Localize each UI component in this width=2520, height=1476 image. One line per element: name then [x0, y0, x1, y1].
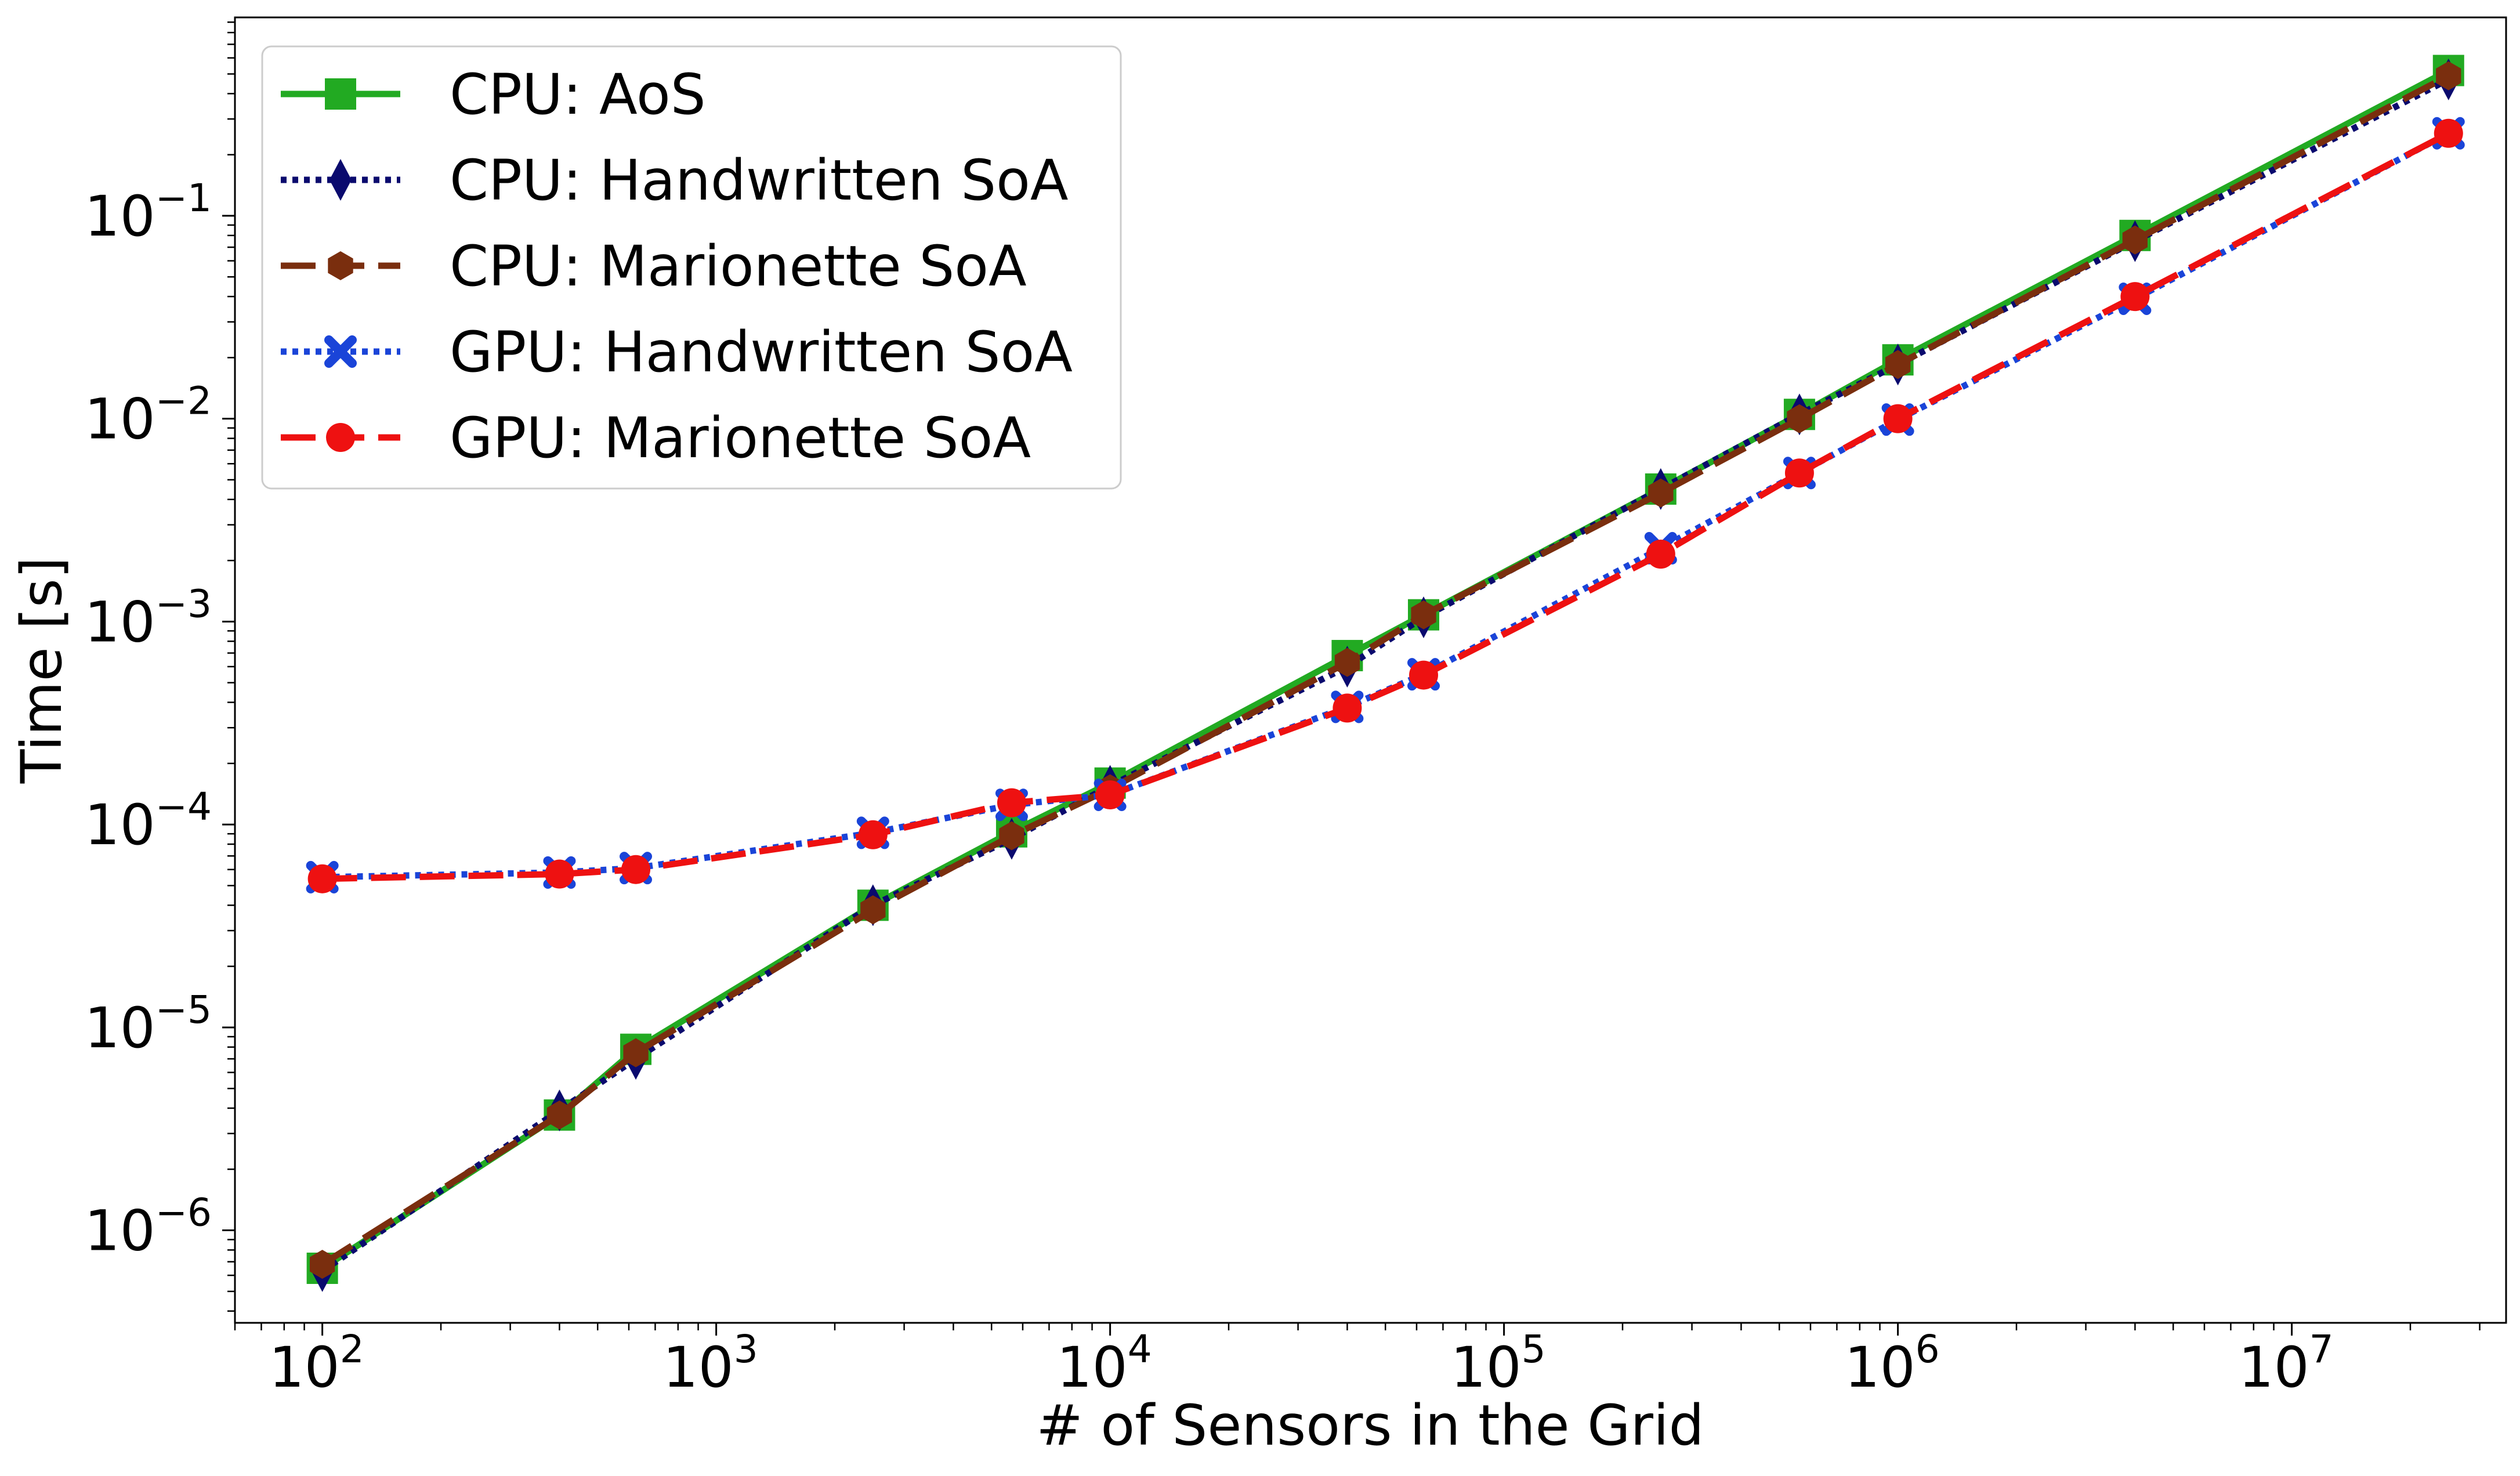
data-point: [546, 1100, 573, 1130]
x-stroke: [324, 335, 357, 368]
y-tick-label: 10−5: [85, 987, 212, 1061]
data-point: [1334, 647, 1360, 677]
legend-item-cpu-aos: CPU: AoS: [281, 62, 706, 127]
x-tick-label: 103: [663, 1327, 758, 1400]
legend-label: CPU: Marionette SoA: [450, 234, 1027, 299]
y-tick-label: 10−1: [85, 176, 212, 249]
data-point: [1411, 600, 1436, 630]
series-cpu-marionette-soa: [310, 61, 2461, 1279]
legend-swatch-marker: [328, 251, 353, 280]
data-point: [1646, 540, 1675, 569]
data-point: [999, 821, 1024, 851]
data-point: [2434, 118, 2463, 148]
legend-label: CPU: AoS: [450, 62, 706, 127]
x-tick-label: 104: [1057, 1327, 1152, 1400]
data-point: [860, 895, 886, 925]
data-point: [1333, 693, 1362, 723]
x-tick-label: 102: [269, 1327, 364, 1400]
legend-label: CPU: Handwritten SoA: [450, 148, 1069, 213]
data-point: [1095, 780, 1125, 809]
legend-item-gpu-handwritten-soa: GPU: Handwritten SoA: [281, 320, 1073, 385]
data-point: [2436, 61, 2461, 91]
data-point: [621, 855, 651, 884]
data-point: [1787, 404, 1812, 433]
data-point: [2120, 282, 2150, 312]
data-point: [623, 1038, 649, 1068]
y-tick-label: 10−3: [85, 581, 212, 654]
data-point: [1784, 458, 1814, 488]
legend: CPU: AoS CPU: Handwritten SoA CPU: Marione…: [261, 45, 1122, 490]
y-tick-labels: 10−6 10−5 10−4 10−3 10−2 10−1: [85, 176, 212, 1264]
legend-label: GPU: Handwritten SoA: [450, 320, 1073, 385]
legend-item-cpu-marionette-soa: CPU: Marionette SoA: [281, 234, 1027, 299]
data-point: [1648, 478, 1674, 508]
y-axis-label: Time [s]: [9, 557, 74, 784]
series-gpu-marionette-soa: [307, 118, 2463, 893]
data-point: [997, 788, 1026, 817]
data-point: [2122, 225, 2148, 255]
y-tick-label: 10−6: [85, 1191, 212, 1264]
plot-area: [222, 16, 2507, 1336]
legend-box: [261, 45, 1122, 490]
y-tick-label: 10−2: [85, 379, 212, 452]
data-point: [310, 1250, 335, 1279]
data-point: [1409, 660, 1439, 690]
minor-ticks: [227, 21, 2481, 1330]
x-axis-label: # of Sensors in the Grid: [1036, 1393, 1704, 1458]
data-point: [545, 859, 574, 889]
data-point: [1883, 404, 1913, 433]
x-tick-label: 107: [2239, 1327, 2334, 1400]
legend-swatch-marker: [324, 335, 357, 368]
x-tick-label: 106: [1845, 1327, 1940, 1400]
x-tick-labels: 102 103 104 105 106 107: [269, 1327, 2334, 1400]
plot-frame: [234, 16, 2507, 1324]
legend-swatch-marker: [326, 423, 355, 452]
series-layer: [306, 55, 2465, 1292]
legend-entries: CPU: AoS CPU: Handwritten SoA CPU: Marione…: [281, 62, 1073, 471]
y-tick-label: 10−4: [85, 784, 212, 858]
legend-swatch-marker: [330, 159, 352, 201]
data-point: [1885, 350, 1911, 379]
legend-item-cpu-handwritten-soa: CPU: Handwritten SoA: [281, 148, 1069, 213]
major-ticks: [222, 215, 2293, 1336]
legend-label: GPU: Marionette SoA: [450, 406, 1031, 471]
x-tick-label: 105: [1451, 1327, 1546, 1400]
data-point: [307, 864, 337, 893]
legend-swatch-marker: [325, 78, 356, 110]
data-point: [858, 820, 888, 849]
legend-item-gpu-marionette-soa: GPU: Marionette SoA: [281, 406, 1031, 471]
